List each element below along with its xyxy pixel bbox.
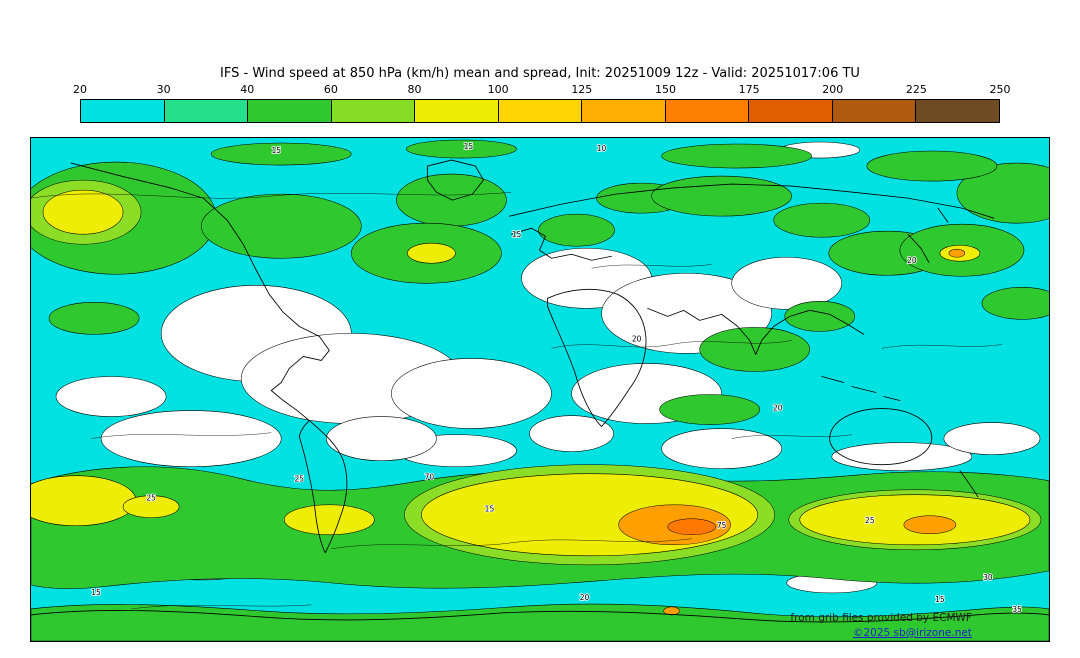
colorbar-tick-label: 20 [73,83,87,96]
contour-label: 25 [294,475,304,484]
colorbar-segment [749,100,833,122]
colorbar-tick-label: 225 [905,83,927,96]
colorbar-segment [582,100,666,122]
contour-label: 20 [632,334,642,343]
attribution-copyright[interactable]: ©2025 sb@irizone.net [853,627,972,639]
contour-label: 30 [983,573,993,582]
colorbar-segment [665,100,750,122]
colorbar-segment [164,100,249,122]
colorbar-segment [248,100,332,122]
contour-label: 10 [597,144,607,153]
attribution: from grib files provided by ECMWF ©2025 … [790,612,971,639]
contour-label: 15 [271,146,281,155]
page-title: IFS - Wind speed at 850 hPa (km/h) mean … [220,66,860,81]
wind-map-canvas: 15 15 10 15 20 20 20 25 70 15 75 25 25 20 30 15 15 35 fro… [31,138,1049,641]
contour-label: 15 [512,230,522,239]
contour-label: 15 [935,595,945,604]
colorbar-segment [81,100,165,122]
colorbar-tick-label: 100 [487,83,509,96]
contour-label: 25 [865,516,875,525]
contour-label: 15 [485,505,495,514]
colorbar-tick-label: 200 [822,83,844,96]
colorbar-segment [415,100,499,122]
contour-label: 25 [146,494,156,503]
colorbar-segment [498,100,583,122]
contour-label: 35 [1012,605,1022,614]
colorbar-segments [80,99,1000,123]
colorbar-segment [331,100,416,122]
colorbar-tick-label: 60 [323,83,338,96]
wind-map: 15 15 10 15 20 20 20 25 70 15 75 25 25 20 30 15 15 35 fro… [30,137,1050,642]
wind-field-low-white-regions [48,141,1041,594]
colorbar-segment [832,100,917,122]
attribution-source: from grib files provided by ECMWF [790,612,971,624]
colorbar-tick-label: 30 [156,83,171,96]
contour-label: 20 [907,256,917,265]
coastlines [31,159,1049,623]
colorbar-tick-label: 80 [407,83,422,96]
contour-label: 15 [464,142,474,151]
contour-label: 20 [773,404,783,413]
contour-label: 20 [580,593,590,602]
colorbar-segment [916,100,1000,122]
colorbar-tick-label: 150 [654,83,676,96]
colorbar-ticks: 20 30 40 60 80 100 125 150 175 200 225 250 [73,83,1011,98]
colorbar: 20 30 40 60 80 100 125 150 175 200 225 250 [73,83,1011,123]
colorbar-tick-label: 40 [240,83,255,96]
contour-label-group: 15 15 10 15 20 20 20 25 70 15 75 25 25 20 30 15 15 35 [90,141,1022,615]
colorbar-tick-label: 175 [738,83,760,96]
spread-contour-lines [31,191,1002,610]
colorbar-tick-label: 250 [989,83,1011,96]
contour-label: 15 [91,588,101,597]
wind-field-orange-regions [618,248,966,616]
contour-label: 75 [717,521,727,530]
colorbar-tick-label: 125 [571,83,593,96]
contour-label: 70 [425,473,435,482]
